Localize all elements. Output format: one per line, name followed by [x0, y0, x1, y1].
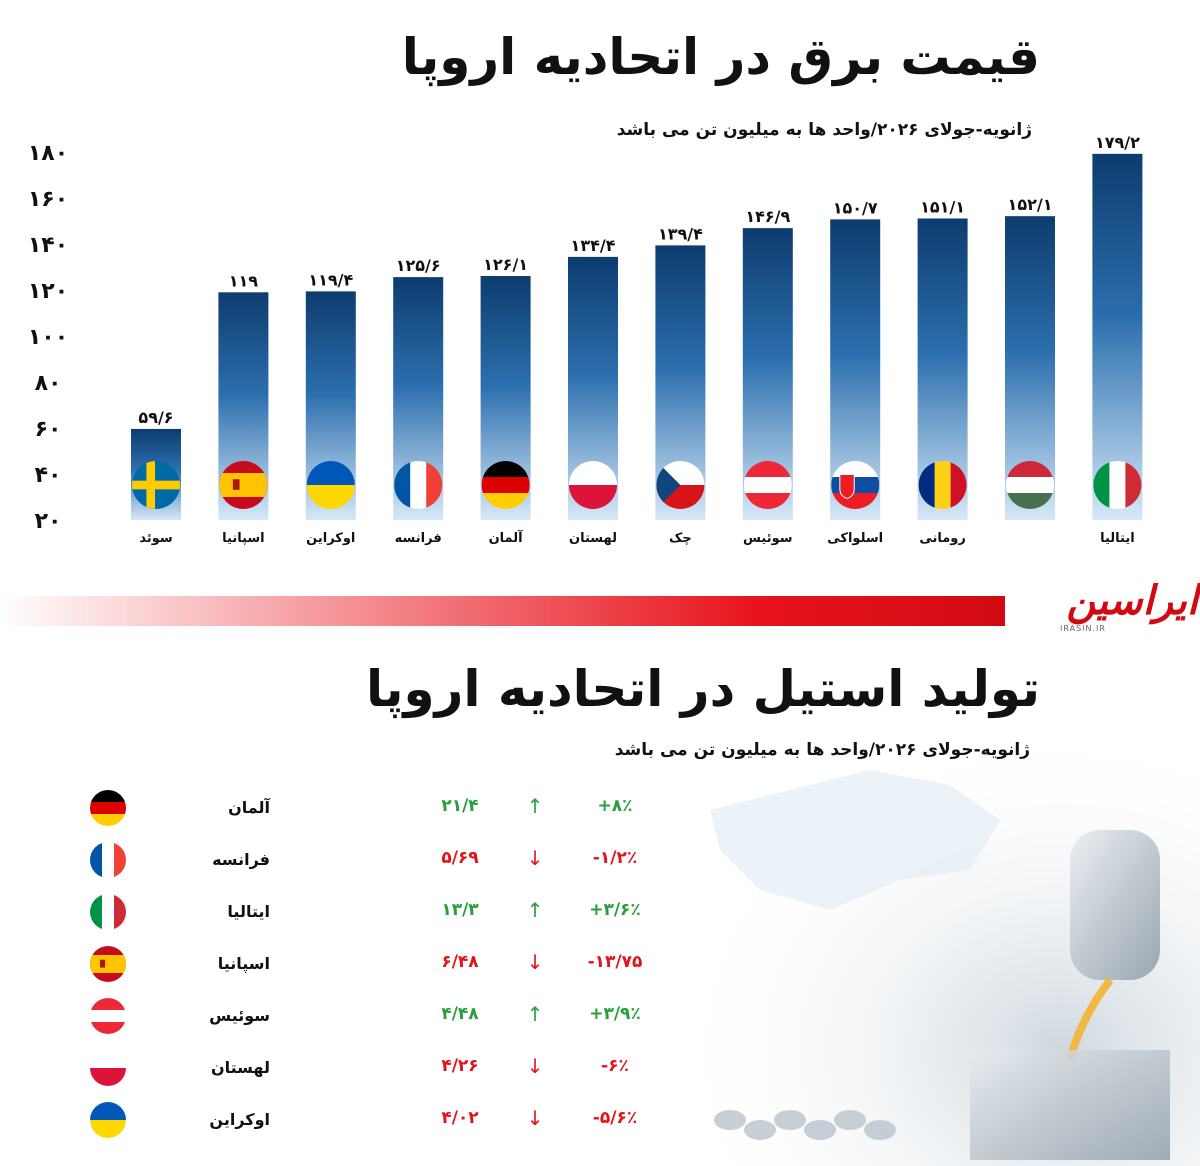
category-label: اسلواکی [827, 531, 883, 546]
hungary-flag-icon [1006, 461, 1054, 509]
change-percent: -۶٪ [601, 1056, 629, 1076]
category-label: چک [669, 531, 692, 546]
category-label: آلمان [489, 529, 524, 546]
section-divider [0, 596, 1005, 626]
table-row: ایتالیا ۱۳/۳ ↑ +۳/۶٪ [80, 884, 700, 936]
category-label: ایتالیا [1100, 531, 1135, 546]
sweden-flag-icon [132, 461, 180, 509]
steel-subtitle: ژانویه-جولای ۲۰۲۶/واحد ها به میلیون تن م… [614, 740, 1030, 760]
france-flag-icon [394, 461, 443, 509]
y-tick-label: ۱۲۰ [28, 279, 68, 304]
table-row: سوئیس ۴/۴۸ ↑ +۳/۹٪ [80, 988, 700, 1040]
category-label: سوئیس [743, 531, 793, 546]
bar [1092, 153, 1143, 520]
table-row: فرانسه ۵/۶۹ ↓ -۱/۲٪ [80, 832, 700, 884]
arrow-down-icon: ↓ [526, 846, 544, 870]
change-percent: +۳/۶٪ [589, 900, 641, 920]
bar-value-label: ۵۹/۶ [138, 408, 173, 427]
czech-flag-icon [656, 461, 705, 509]
slovakia-flag-icon [831, 461, 880, 509]
germany-flag-icon [481, 461, 530, 509]
category-label: لهستان [569, 531, 617, 546]
arrow-down-icon: ↓ [526, 950, 544, 974]
steel-production-table: آلمان ۲۱/۴ ↑ +۸٪ فرانسه ۵/۶۹ ↓ -۱/۲٪ ایتالیا ۱۳/۳… [80, 780, 700, 1144]
italy-flag-icon [1093, 461, 1142, 509]
bar-value-label: ۱۴۶/۹ [745, 207, 790, 226]
poland-flag-icon [90, 1050, 126, 1086]
steel-industry-illustration [640, 700, 1200, 1166]
y-tick-label: ۱۸۰ [28, 141, 68, 166]
table-row: اوکراین ۴/۰۲ ↓ -۵/۶٪ [80, 1092, 700, 1144]
category-label: اوکراین [306, 531, 355, 546]
country-name: اسپانیا [217, 954, 270, 973]
irasin-logo: ایراسین IRASIN.IR [1008, 578, 1198, 638]
germany-flag-icon [90, 790, 126, 826]
table-row: آلمان ۲۱/۴ ↑ +۸٪ [80, 780, 700, 832]
bar-value-label: ۱۳۴/۴ [571, 236, 616, 255]
country-name: ایتالیا [227, 902, 270, 921]
bar-value-label: ۱۱۹ [229, 271, 259, 290]
arrow-up-icon: ↑ [526, 794, 544, 818]
country-name: فرانسه [212, 850, 270, 869]
country-name: سوئیس [209, 1006, 270, 1025]
production-value: ۵/۶۹ [441, 848, 479, 868]
italy-flag-icon [90, 894, 126, 930]
category-label: فرانسه [395, 531, 442, 546]
austria-flag-icon [90, 998, 126, 1034]
table-row: لهستان ۴/۲۶ ↓ -۶٪ [80, 1040, 700, 1092]
poland-flag-icon [569, 461, 617, 509]
change-percent: -۱۳/۷۵ [587, 952, 643, 972]
bar-value-label: ۱۳۹/۴ [658, 224, 703, 243]
arrow-down-icon: ↓ [526, 1054, 544, 1078]
change-percent: +۸٪ [597, 796, 633, 816]
y-tick-label: ۱۶۰ [28, 187, 68, 212]
country-name: اوکراین [209, 1110, 270, 1129]
production-value: ۴/۴۸ [441, 1004, 479, 1024]
bar-value-label: ۱۲۶/۱ [483, 255, 528, 274]
y-tick-label: ۴۰ [35, 463, 62, 488]
france-flag-icon [90, 842, 126, 878]
ukraine-flag-icon [306, 461, 355, 509]
bar-value-label: ۱۲۵/۶ [396, 256, 441, 275]
logo-text: ایراسین [1066, 578, 1198, 624]
arrow-down-icon: ↓ [526, 1106, 544, 1130]
arrow-up-icon: ↑ [526, 898, 544, 922]
austria-flag-icon [743, 461, 792, 509]
y-tick-label: ۸۰ [35, 371, 62, 396]
country-name: لهستان [210, 1058, 270, 1077]
country-name: آلمان [228, 798, 270, 817]
arrow-up-icon: ↑ [526, 1002, 544, 1026]
category-label: رومانی [919, 531, 966, 546]
bar-value-label: ۱۱۹/۴ [308, 270, 353, 289]
ukraine-flag-icon [90, 1102, 126, 1138]
y-tick-label: ۱۴۰ [28, 233, 68, 258]
electricity-price-chart: ۲۰ ۴۰ ۶۰ ۸۰ ۱۰۰ ۱۲۰ ۱۴۰ ۱۶۰ ۱۸۰ ۵۹/۶ سوئد ۱۱۹ اسپان… [28, 133, 1143, 546]
romania-flag-icon [918, 461, 967, 509]
change-percent: -۱/۲٪ [592, 848, 638, 868]
spain-flag-icon [90, 946, 126, 982]
category-label: سوئد [139, 531, 172, 546]
chart-title: قیمت برق در اتحادیه اروپا [401, 28, 1041, 86]
steel-title: تولید استیل در اتحادیه اروپا [365, 660, 1041, 718]
production-value: ۱۳/۳ [441, 900, 479, 920]
y-tick-label: ۲۰ [35, 509, 62, 534]
production-value: ۴/۰۲ [441, 1108, 479, 1128]
y-tick-label: ۶۰ [35, 417, 62, 442]
bar-value-label: ۱۵۲/۱ [1008, 195, 1053, 214]
change-percent: +۳/۹٪ [589, 1004, 641, 1024]
production-value: ۲۱/۴ [441, 796, 479, 816]
category-label: اسپانیا [222, 531, 265, 546]
chart-subtitle: ژانویه-جولای ۲۰۲۶/واحد ها به میلیون تن م… [616, 120, 1032, 140]
change-percent: -۵/۶٪ [592, 1108, 638, 1128]
spain-flag-icon [219, 461, 268, 509]
table-row: اسپانیا ۶/۴۸ ↓ -۱۳/۷۵ [80, 936, 700, 988]
production-value: ۴/۲۶ [441, 1056, 479, 1076]
logo-subtext: IRASIN.IR [1060, 624, 1106, 633]
y-tick-label: ۱۰۰ [28, 325, 68, 350]
bar-value-label: ۱۵۰/۷ [833, 198, 878, 217]
production-value: ۶/۴۸ [441, 952, 479, 972]
bar-value-label: ۱۷۹/۲ [1095, 133, 1140, 152]
bar-value-label: ۱۵۱/۱ [920, 197, 965, 216]
